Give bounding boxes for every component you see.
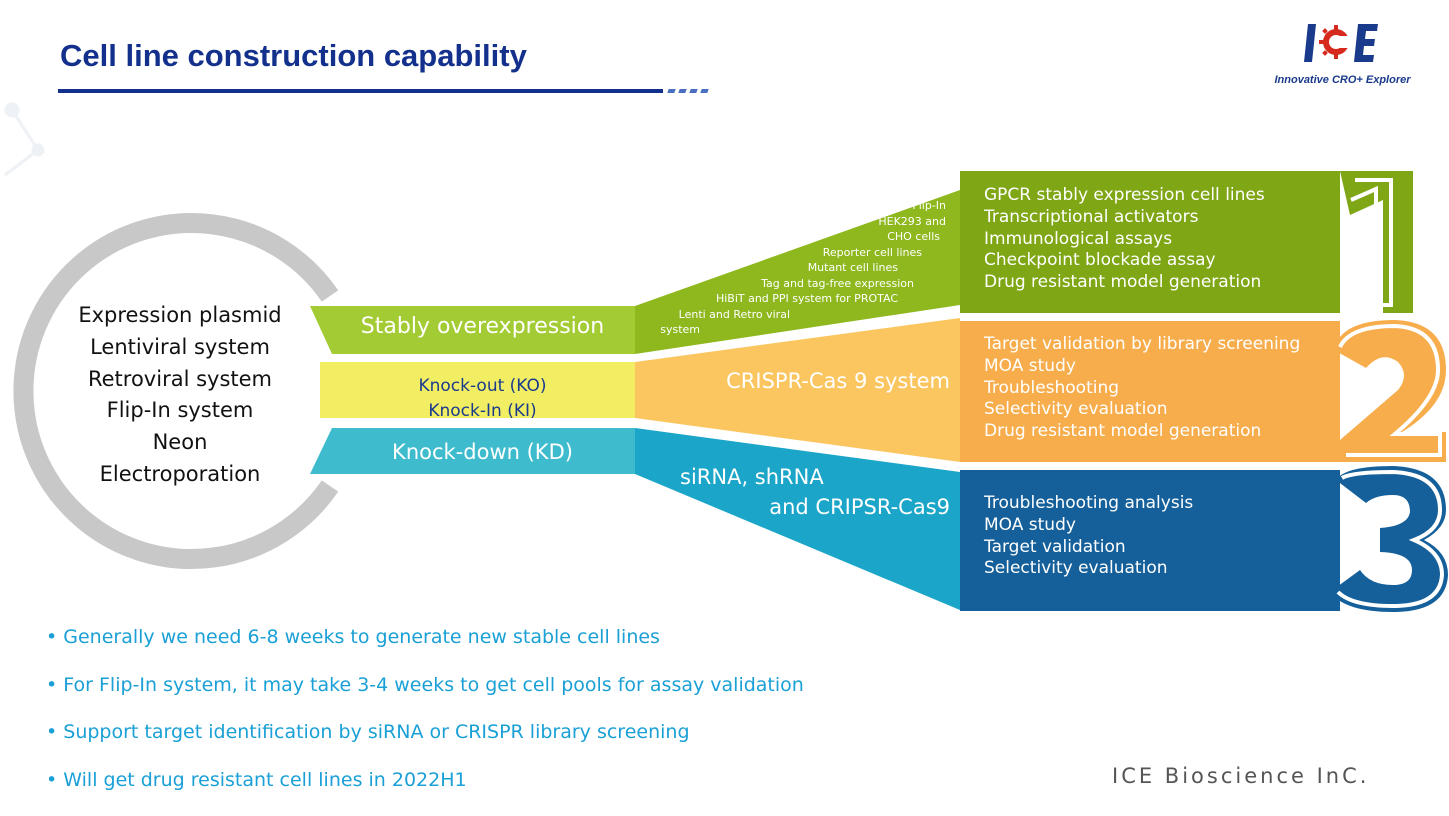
list-item: Target validation	[984, 537, 1193, 559]
band-ko-ki-label: Knock-out (KO) Knock-In (KI)	[330, 374, 635, 424]
sirna-line-2: and CRIPSR-Cas9	[680, 492, 950, 522]
detail-line: Tag and tag-free expression	[600, 276, 950, 292]
list-item: Selectivity evaluation	[984, 558, 1193, 580]
detail-line: Flip-In	[600, 198, 950, 214]
number-3-icon	[1330, 466, 1448, 612]
bullet-icon: •	[46, 769, 57, 791]
source-item: Lentiviral system	[55, 332, 305, 364]
detail-line: HiBiT and PPI system for PROTAC	[600, 291, 950, 307]
list-item: MOA study	[984, 356, 1300, 378]
bullet-icon: •	[46, 721, 57, 743]
band-ko-label: Knock-out (KO)	[330, 374, 635, 399]
source-item: Retroviral system	[55, 364, 305, 396]
list-item: Drug resistant model generation	[984, 421, 1300, 443]
source-item: Flip-In system	[55, 395, 305, 427]
band-ki-label: Knock-In (KI)	[330, 399, 635, 424]
list-item: Drug resistant model generation	[984, 272, 1265, 294]
band-stable-label: Stably overexpression	[330, 314, 635, 339]
bullet-icon: •	[46, 626, 57, 648]
list-item: Troubleshooting	[984, 378, 1300, 400]
source-item: Neon	[55, 427, 305, 459]
list-item: Immunological assays	[984, 229, 1265, 251]
note-item: • Will get drug resistant cell lines in …	[46, 769, 804, 816]
stable-details: Flip-In HEK293 and CHO cells Reporter ce…	[600, 198, 950, 338]
crispr-label: CRISPR-Cas 9 system	[700, 369, 950, 393]
list-item: Transcriptional activators	[984, 207, 1265, 229]
list-item: GPCR stably expression cell lines	[984, 185, 1265, 207]
company-footer: ICE Bioscience InC.	[1112, 764, 1369, 788]
detail-line: Mutant cell lines	[600, 260, 950, 276]
sirna-label: siRNA, shRNA and CRIPSR-Cas9	[680, 462, 950, 522]
source-item: Electroporation	[55, 459, 305, 491]
band-kd-label: Knock-down (KD)	[330, 440, 635, 464]
list-item: Selectivity evaluation	[984, 399, 1300, 421]
detail-line: Lenti and Retro viral	[600, 307, 950, 323]
bullet-icon: •	[46, 674, 57, 696]
note-item: • For Flip-In system, it may take 3-4 we…	[46, 674, 804, 722]
detail-line: CHO cells	[600, 229, 950, 245]
detail-line: Reporter cell lines	[600, 245, 950, 261]
list-item: Checkpoint blockade assay	[984, 250, 1265, 272]
source-list: Expression plasmid Lentiviral system Ret…	[55, 300, 305, 491]
note-item: • Support target identification by siRNA…	[46, 721, 804, 769]
sirna-line-1: siRNA, shRNA	[680, 462, 950, 492]
list-item: MOA study	[984, 515, 1193, 537]
note-item: • Generally we need 6-8 weeks to generat…	[46, 626, 804, 674]
notes-list: • Generally we need 6-8 weeks to generat…	[46, 626, 804, 816]
list-item: Troubleshooting analysis	[984, 493, 1193, 515]
box-2-list: Target validation by library screening M…	[984, 334, 1300, 443]
detail-line: system	[600, 322, 950, 338]
source-item: Expression plasmid	[55, 300, 305, 332]
box-1-list: GPCR stably expression cell lines Transc…	[984, 185, 1265, 294]
detail-line: HEK293 and	[600, 214, 950, 230]
list-item: Target validation by library screening	[984, 334, 1300, 356]
box-3-list: Troubleshooting analysis MOA study Targe…	[984, 493, 1193, 580]
